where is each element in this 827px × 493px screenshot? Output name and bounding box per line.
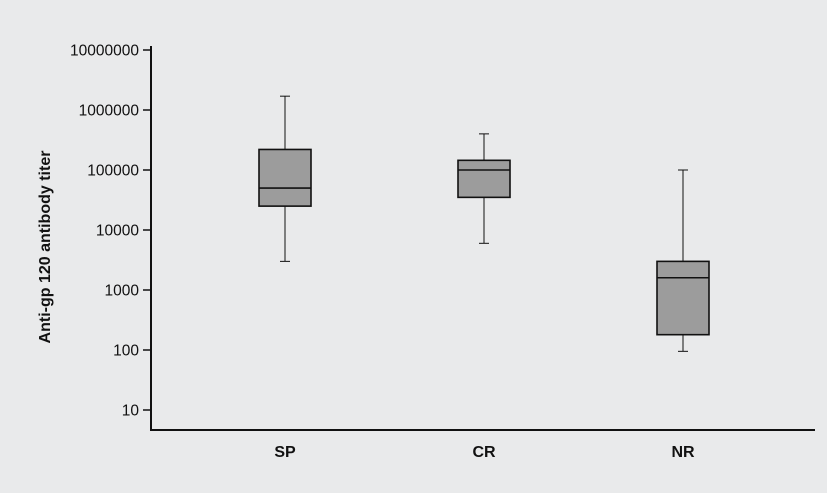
x-category-label: SP [274,444,296,461]
y-tick-label: 100000 [87,163,139,180]
box-iqr [457,159,511,199]
y-tick-label: 10 [122,403,140,420]
y-tick-label: 1000 [105,283,140,300]
x-category-label: NR [671,444,695,461]
box-iqr [258,148,312,207]
box-cr [457,133,511,244]
box-sp [258,95,312,262]
y-tick-label: 10000 [96,223,139,240]
y-tick-label: 10000000 [70,43,139,60]
box-iqr [656,260,710,336]
y-tick-label: 100 [113,343,139,360]
box-nr [656,169,710,352]
y-tick-label: 1000000 [79,103,140,120]
x-category-label: CR [472,444,496,461]
y-axis-title: Anti-gp 120 antibody titer [37,151,54,344]
